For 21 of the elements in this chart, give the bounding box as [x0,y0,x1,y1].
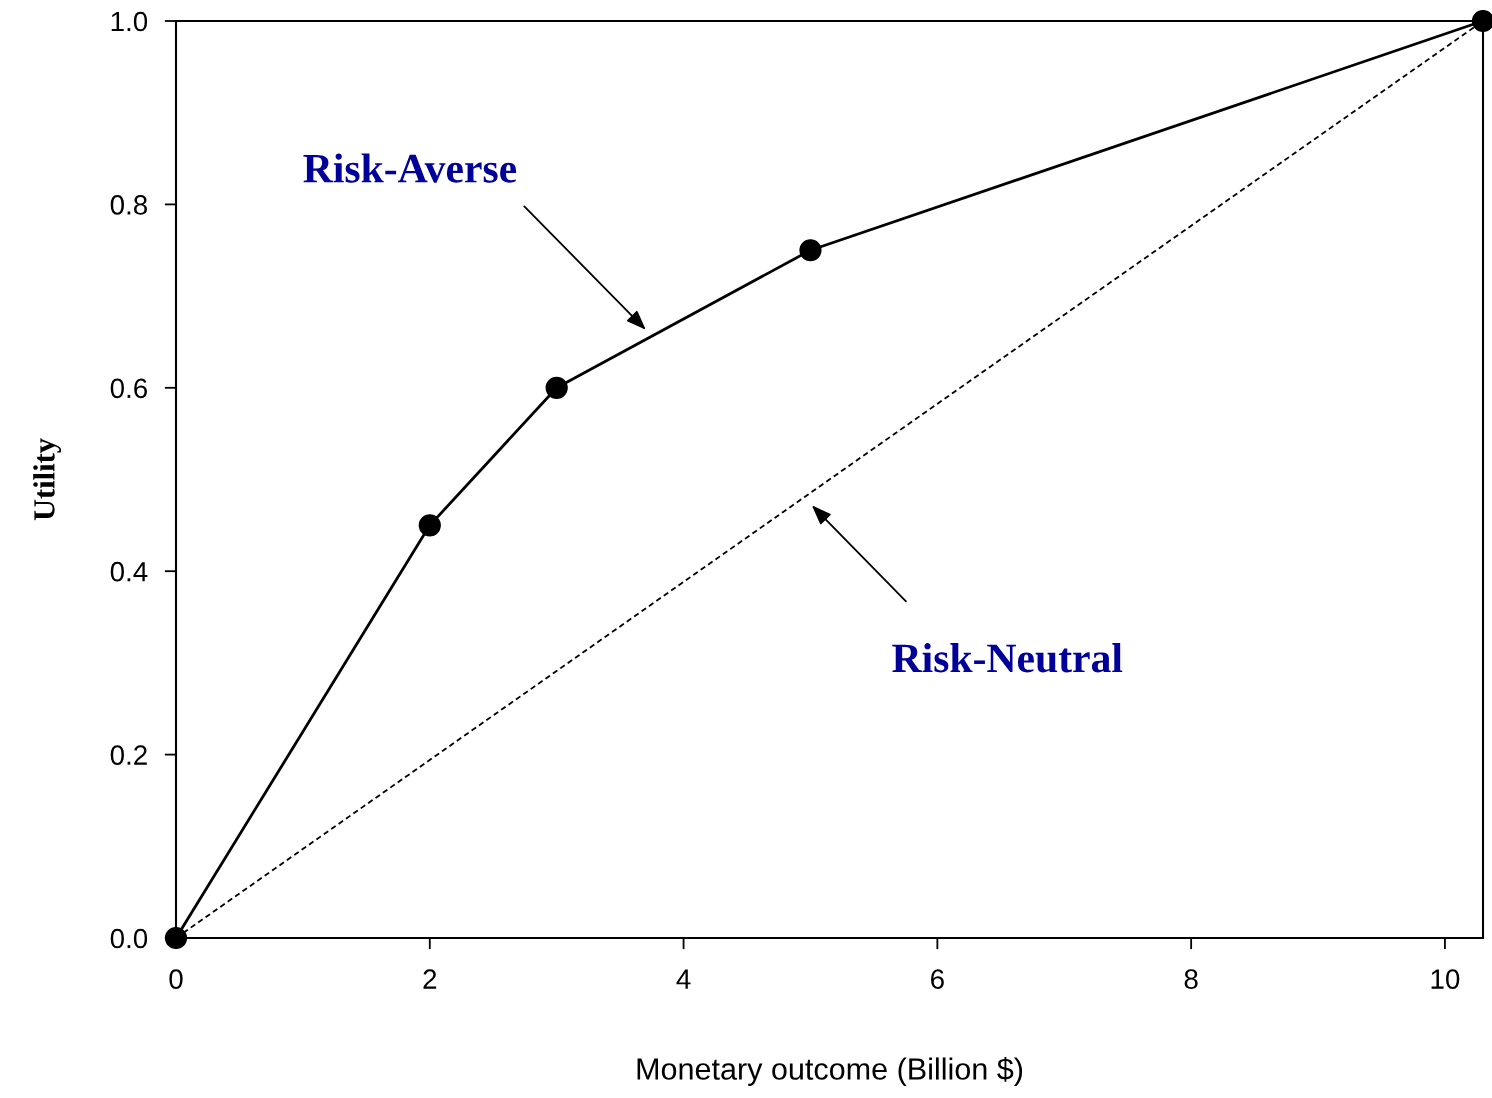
x-tick-label: 2 [423,969,437,989]
x-tick-label: 6 [931,969,944,989]
point [799,239,822,262]
point [164,926,188,950]
x-tick-label: 4 [676,969,691,989]
y-tick-label: 0.4 [110,561,148,582]
annotation: Risk-Neutral [892,643,1123,673]
y-axis-title: Utility [33,438,61,521]
x-tick-label: 0 [169,969,183,989]
y-tick-label: 0.6 [110,378,147,399]
y-tick-label: 1.0 [111,11,148,32]
x-tick-label: 10 [1431,969,1460,989]
y-tick-label: 0.0 [110,928,148,949]
point [545,376,568,399]
point [418,514,441,537]
y-tick-label: 0.2 [110,745,147,765]
y-tick-label: 0.8 [110,195,148,215]
x-tick-label: 8 [1184,969,1198,989]
point [1471,9,1492,33]
annotation: Risk-Averse [303,153,517,183]
x-axis-title: Monetary outcome (Billion $) [637,1056,1023,1086]
